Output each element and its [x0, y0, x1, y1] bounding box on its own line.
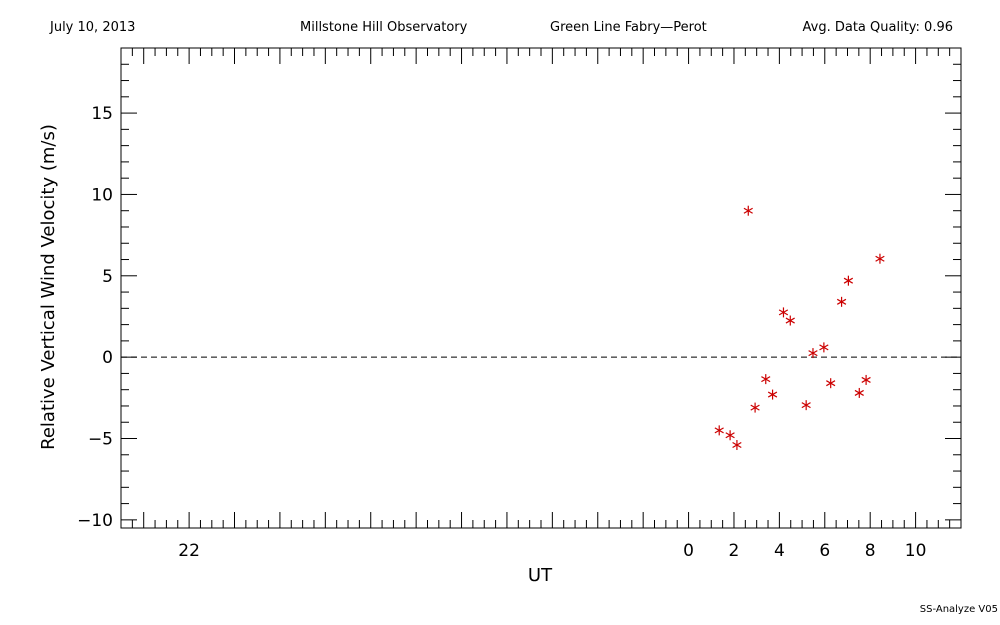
y-tick-label: −10 [77, 511, 113, 531]
data-point [836, 296, 847, 307]
data-point [743, 205, 753, 216]
y-tick-label: 15 [91, 104, 113, 124]
y-tick-label: 10 [91, 185, 113, 205]
software-version: SS-Analyze V05 [920, 604, 998, 615]
data-point [778, 307, 789, 318]
data-point [785, 315, 795, 326]
data-point [750, 402, 760, 413]
header-observatory: Millstone Hill Observatory [300, 20, 468, 35]
y-tick-label: 5 [102, 267, 113, 287]
y-axis-label: Relative Vertical Wind Velocity (m/s) [38, 124, 59, 450]
x-tick-label: 4 [774, 541, 785, 561]
x-tick-label: 8 [865, 541, 876, 561]
x-tick-label: 2 [729, 541, 740, 561]
plot-area: −10 −5 0 5 10 15 22 0 2 4 6 8 10 [77, 47, 962, 561]
data-point [843, 275, 854, 286]
x-tick-label: 22 [178, 541, 200, 561]
header-date: July 10, 2013 [49, 20, 135, 35]
data-point [854, 387, 864, 398]
x-axis-label: UT [528, 565, 553, 586]
data-point [801, 400, 811, 411]
plot-frame [120, 47, 962, 529]
data-point [808, 348, 818, 359]
data-point [761, 374, 771, 385]
y-tick-label: 0 [102, 348, 113, 368]
data-point [767, 389, 778, 400]
header-instrument: Green Line Fabry—Perot [550, 20, 707, 35]
x-tick-label: 6 [819, 541, 830, 561]
x-tick-label: 10 [905, 541, 927, 561]
data-point [725, 430, 735, 441]
header-quality: Avg. Data Quality: 0.96 [803, 20, 953, 35]
data-point [714, 425, 724, 436]
data-point [826, 378, 836, 389]
data-point [875, 253, 885, 264]
data-point [861, 374, 871, 385]
y-tick-label: −5 [88, 430, 113, 450]
data-point [819, 342, 829, 353]
data-point [732, 440, 742, 451]
x-tick-label: 0 [683, 541, 694, 561]
